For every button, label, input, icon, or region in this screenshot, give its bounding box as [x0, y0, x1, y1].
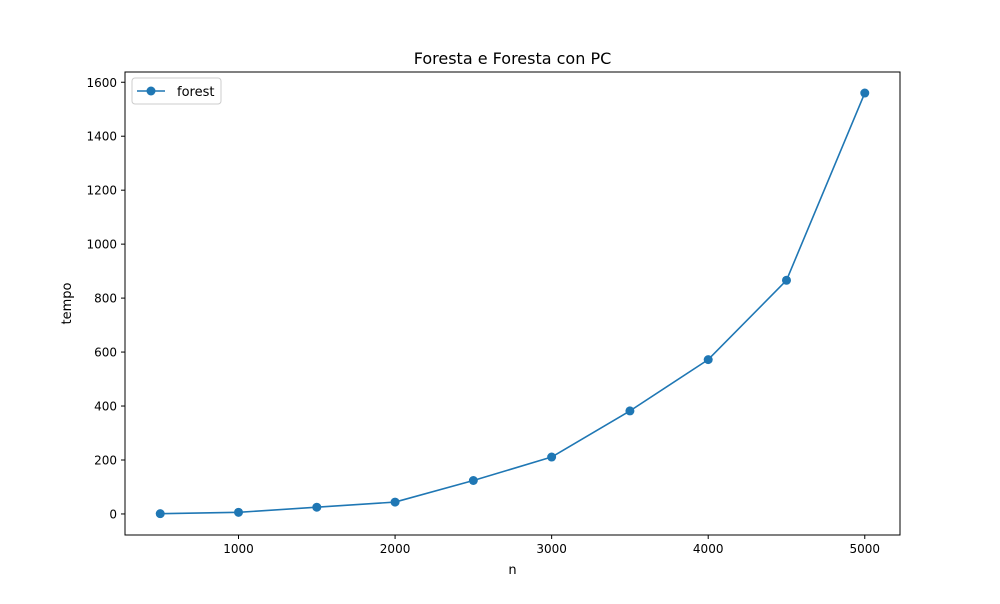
data-point-forest [468, 475, 478, 485]
data-point-forest [155, 509, 165, 519]
legend: forest [131, 77, 222, 105]
legend-box [131, 77, 222, 105]
data-point-forest [625, 406, 635, 416]
y-tick-label: 0 [109, 507, 117, 521]
data-point-forest [860, 88, 870, 98]
x-axis-label: n [508, 563, 516, 578]
x-tick-label: 2000 [380, 542, 411, 556]
chart-title: Foresta e Foresta con PC [414, 49, 612, 68]
y-tick-label: 400 [94, 400, 117, 414]
y-tick-label: 800 [94, 292, 117, 306]
y-tick-label: 600 [94, 346, 117, 360]
y-tick-label: 1400 [86, 130, 117, 144]
legend-marker-swatch [146, 86, 156, 96]
x-tick-label: 1000 [223, 542, 254, 556]
x-tick-label: 3000 [536, 542, 567, 556]
data-point-forest [781, 275, 791, 285]
y-tick-label: 1200 [86, 184, 117, 198]
y-tick-label: 200 [94, 453, 117, 467]
x-axis-ticks: 1000 2000 3000 4000 5000 [223, 535, 880, 556]
data-point-forest [703, 355, 713, 365]
series-line-forest [160, 92, 866, 515]
data-point-forest [234, 507, 244, 517]
y-tick-label: 1000 [86, 238, 117, 252]
data-point-forest [312, 502, 322, 512]
y-tick-label: 1600 [86, 76, 117, 90]
legend-label-forest: forest [177, 85, 214, 100]
x-tick-label: 4000 [693, 542, 724, 556]
x-tick-label: 5000 [849, 542, 880, 556]
y-axis-label: tempo [60, 282, 75, 324]
series-layer [155, 88, 870, 519]
y-axis-ticks: 0 200 400 600 800 1000 1200 1400 1600 [86, 76, 125, 521]
data-point-forest [390, 497, 400, 507]
data-point-forest [547, 452, 557, 462]
axes-frame [124, 71, 901, 536]
